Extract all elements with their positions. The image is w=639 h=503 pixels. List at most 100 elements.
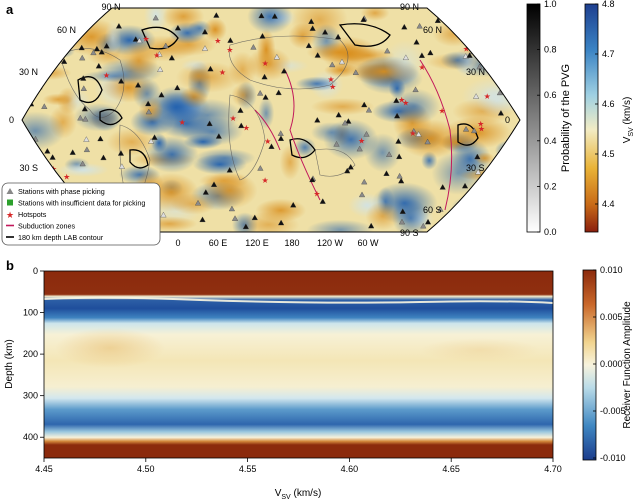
station-triangle xyxy=(63,34,70,40)
station-triangle xyxy=(424,138,431,145)
station-triangle xyxy=(393,97,400,103)
velocity-blob xyxy=(387,88,441,125)
station-triangle xyxy=(471,127,478,134)
x-label-unit: (km/s) xyxy=(291,488,322,499)
lon-labels: 0 60 E 120 E 180 120 W 60 W xyxy=(175,238,379,248)
lat-label: 30 N xyxy=(19,67,38,77)
station-triangle xyxy=(386,151,393,157)
station-triangle xyxy=(278,219,285,226)
y-tick-label: 200 xyxy=(23,349,38,359)
velocity-blob xyxy=(119,40,158,81)
lat-label: 30 S xyxy=(19,163,38,173)
station-triangle xyxy=(305,42,312,49)
colorbar-tick-label: 0.000 xyxy=(600,359,623,369)
colorbar-tick-label: -0.010 xyxy=(600,453,626,463)
station-triangle xyxy=(251,214,258,221)
station-triangle xyxy=(412,86,419,93)
station-triangle xyxy=(491,44,499,50)
station-triangle xyxy=(157,66,164,72)
station-triangle xyxy=(202,189,209,195)
hotspot-star: ★ xyxy=(463,44,470,53)
station-triangle xyxy=(319,198,326,204)
velocity-blob xyxy=(201,171,258,210)
station-triangle xyxy=(396,153,403,159)
station-triangle xyxy=(199,216,206,223)
station-triangle xyxy=(329,61,336,68)
station-triangle xyxy=(49,154,56,160)
velocity-blob xyxy=(461,8,494,31)
station-triangle xyxy=(413,39,420,45)
velocity-blob xyxy=(465,10,515,50)
station-triangle xyxy=(77,14,84,20)
velocity-blob xyxy=(57,162,109,177)
station-triangle xyxy=(174,24,181,31)
station-triangle xyxy=(97,135,104,142)
lat-label: 90 N xyxy=(101,2,120,12)
velocity-blob xyxy=(474,152,495,165)
hotspot-star: ★ xyxy=(398,95,405,104)
velocity-blob xyxy=(231,83,256,107)
colorbar-tick-label: 1.0 xyxy=(544,0,557,9)
heatmap-axes: 4.45 4.50 4.55 4.60 4.65 4.70 0 100 200 300 400 xyxy=(23,266,562,474)
hotspot-star: ★ xyxy=(230,114,237,123)
velocity-blob xyxy=(247,8,293,34)
station-triangle xyxy=(395,138,402,144)
colorbar-tick-label: 4.7 xyxy=(602,49,615,59)
hotspot-star: ★ xyxy=(402,98,409,107)
station-triangle xyxy=(401,23,408,30)
station-triangle xyxy=(394,112,401,119)
station-triangle xyxy=(281,67,288,74)
lat-label: 30 S xyxy=(466,163,485,173)
lat-label: 60 N xyxy=(423,25,442,35)
velocity-blob xyxy=(306,42,373,63)
station-triangle xyxy=(314,52,321,58)
hotspot-star: ★ xyxy=(63,173,70,182)
lon-label: 180 xyxy=(284,238,299,248)
velocity-blob xyxy=(484,195,520,224)
legend-label: 180 km depth LAB contour xyxy=(18,233,104,242)
lon-label: 0 xyxy=(175,238,180,248)
vsv-colorbar: 4.8 4.7 4.6 4.5 4.4 VSV (km/s) xyxy=(584,0,635,233)
station-triangle xyxy=(80,75,87,81)
station-triangle xyxy=(259,33,266,39)
station-triangle xyxy=(44,18,52,24)
x-tick-label: 4.45 xyxy=(35,464,53,474)
hotspot-star: ★ xyxy=(226,46,233,55)
station-triangle xyxy=(333,141,340,147)
colorbar-tick-label: 4.6 xyxy=(602,99,615,109)
hotspot-star: ★ xyxy=(142,34,149,43)
station-triangle xyxy=(352,69,359,75)
lat-labels-left: 90 N 60 N 30 N 0 30 S xyxy=(9,2,121,173)
station-triangle xyxy=(207,65,214,72)
legend-label: Subduction zones xyxy=(18,222,76,231)
y-tick-label: 100 xyxy=(23,308,38,318)
station-triangle xyxy=(44,148,51,154)
hotspot-star: ★ xyxy=(329,83,336,92)
colorbar-tick-label: 0.8 xyxy=(544,45,557,55)
station-triangle xyxy=(314,117,321,123)
station-triangle xyxy=(34,176,41,183)
station-triangle xyxy=(257,165,264,171)
station-triangle xyxy=(98,48,105,55)
lat-label: 60 N xyxy=(57,25,76,35)
velocity-blob xyxy=(464,214,482,232)
station-triangle xyxy=(206,120,213,126)
y-tick-label: 0 xyxy=(33,266,38,276)
hotspot-star: ★ xyxy=(358,137,365,146)
hotspot-star: ★ xyxy=(214,36,221,45)
station-triangle xyxy=(492,194,499,200)
velocity-blob xyxy=(310,97,375,116)
receiver-function-heatmap xyxy=(43,270,554,459)
station-triangle xyxy=(231,215,239,221)
station-triangle xyxy=(437,206,444,212)
station-triangle xyxy=(461,182,469,189)
station-triangle xyxy=(497,110,504,116)
hotspot-star: ★ xyxy=(477,119,484,128)
velocity-blob xyxy=(162,8,205,30)
hotspot-star: ★ xyxy=(467,208,474,217)
station-triangle xyxy=(237,107,244,113)
lat-label: 60 S xyxy=(423,205,442,215)
panel-b-label: b xyxy=(6,258,14,273)
station-triangle xyxy=(360,16,367,22)
